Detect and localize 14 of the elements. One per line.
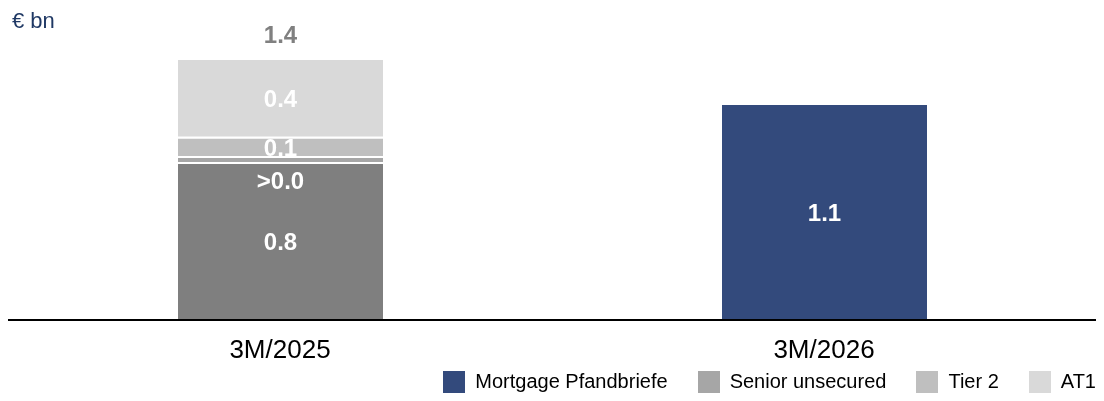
legend-label: Tier 2 bbox=[948, 370, 999, 393]
total-label: 1.4 bbox=[263, 21, 298, 49]
legend-label: Mortgage Pfandbriefe bbox=[475, 370, 668, 393]
bar bbox=[720, 103, 929, 321]
x-tick-label: 3M/2026 bbox=[773, 334, 875, 365]
bar bbox=[176, 161, 385, 321]
data-label: 1.1 bbox=[807, 198, 842, 226]
x-tick-label: 3M/2025 bbox=[229, 334, 331, 365]
data-label: 0.8 bbox=[263, 227, 298, 255]
data-label: >0.0 bbox=[256, 167, 305, 195]
legend-label: AT1 bbox=[1060, 370, 1096, 393]
data-label: 0.1 bbox=[263, 133, 298, 161]
y-axis-title: € bn bbox=[12, 8, 55, 34]
legend-label: Senior unsecured bbox=[729, 370, 887, 393]
